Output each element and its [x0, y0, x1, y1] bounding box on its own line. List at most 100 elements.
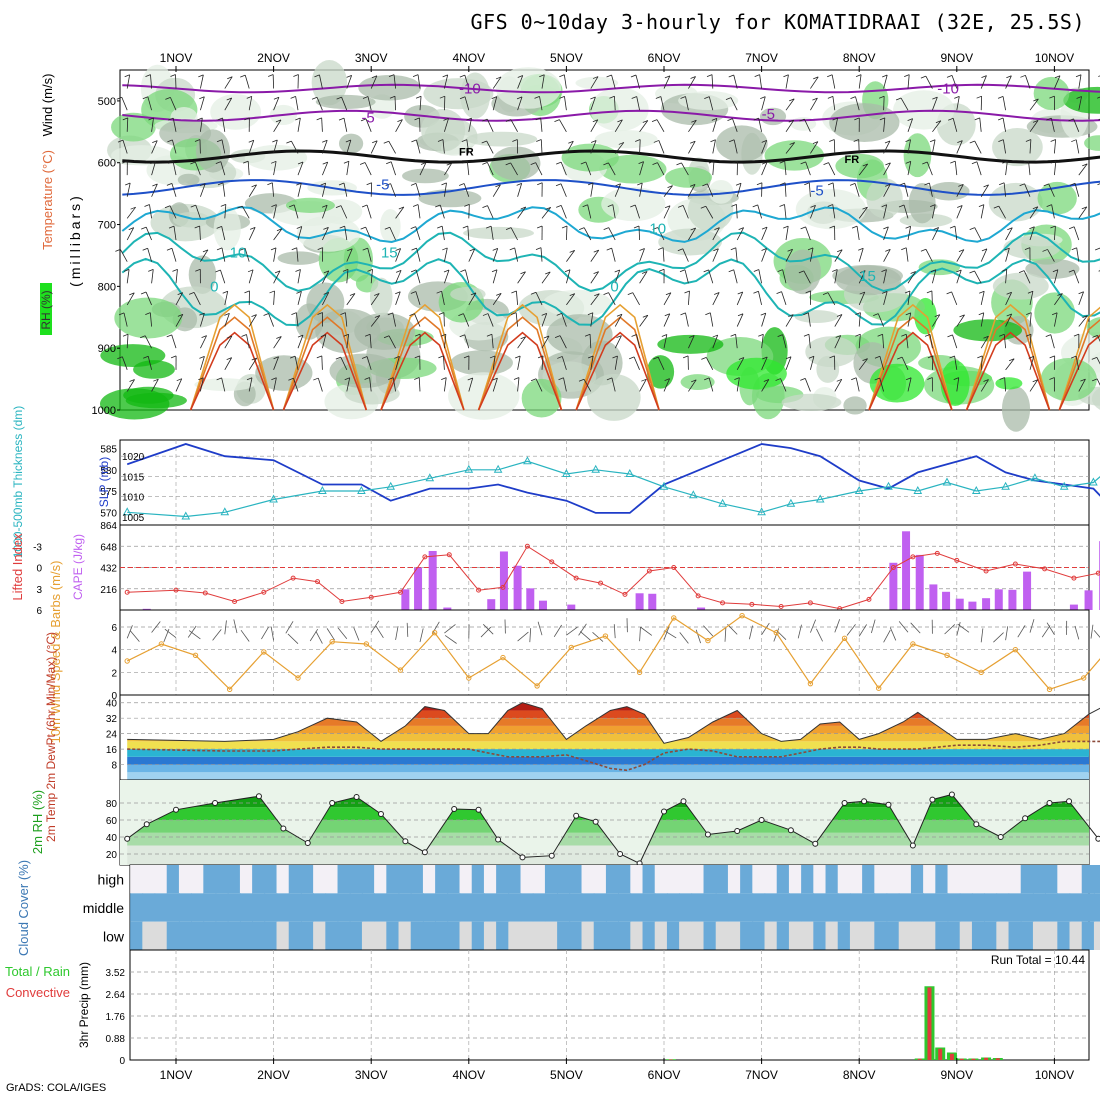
cloud-cell: [691, 921, 705, 950]
wind-barb: [590, 76, 599, 89]
temp-band: [127, 725, 1089, 734]
cape-bar: [1069, 604, 1078, 610]
wind-barb-flag: [123, 269, 130, 272]
li-marker: [807, 600, 813, 606]
wind-barb-flag: [247, 269, 254, 273]
wind-barb-flag: [129, 379, 135, 382]
wind-marker: [671, 615, 677, 621]
cape-bar: [915, 554, 924, 610]
wind-barb: [419, 96, 422, 111]
cloud-cell: [715, 893, 729, 922]
rh-cell: [601, 187, 666, 222]
y-tick-label: 600: [98, 158, 116, 170]
wind-barb: [346, 161, 350, 176]
wind-barb: [736, 204, 738, 219]
wind-barb-flag: [592, 119, 598, 123]
wind-barb: [416, 139, 421, 154]
temp-band: [127, 764, 1089, 773]
y-tick-label: 1000: [92, 405, 116, 417]
wind-barb-flag: [612, 355, 618, 359]
wind-barb-flag: [558, 377, 564, 381]
wind-barb-flag: [616, 335, 622, 339]
wind-barb: [365, 118, 372, 132]
wind-barb-flag: [603, 162, 609, 166]
wind-barb-flag: [822, 292, 829, 296]
slp-tick-label: 1005: [122, 513, 145, 524]
cloud-cell: [569, 893, 583, 922]
wind-barb: [663, 626, 670, 640]
wind-marker: [1012, 646, 1019, 653]
wind-barb-flag: [701, 357, 707, 360]
wind-barb-flag: [729, 139, 735, 143]
cloud-cell: [666, 893, 680, 922]
warm-contour: [282, 331, 368, 411]
wind-barb-flag: [1081, 206, 1087, 210]
wind-barb: [248, 314, 257, 327]
wind-barb: [1096, 357, 1100, 365]
footer-credit: GrADS: COLA/IGES: [6, 1082, 107, 1094]
wind-barb: [736, 377, 740, 392]
wind-barb: [540, 117, 543, 132]
cloud-cell: [776, 893, 790, 922]
wind-barb-flag: [949, 225, 956, 229]
wind-barb: [1028, 161, 1031, 176]
wind-barb: [486, 118, 494, 132]
wind-barb-flag: [628, 356, 635, 360]
wind-barb: [468, 377, 474, 392]
cloud-cell: [252, 865, 266, 894]
wind-barb-flag: [536, 139, 542, 142]
date-label-top: 2NOV: [257, 51, 290, 65]
wind-barb-flag: [148, 117, 154, 121]
wind-barb-flag: [443, 118, 449, 121]
wind-barb: [832, 96, 836, 111]
li-marker: [646, 568, 652, 574]
wind-barb-flag: [458, 313, 464, 316]
wind-barb: [541, 355, 544, 370]
cloud-cell: [837, 893, 851, 922]
wind-barb-flag: [582, 204, 588, 208]
wind-barb: [492, 76, 502, 89]
wind-barb-flag: [459, 334, 465, 338]
wind-barb-flag: [122, 333, 129, 337]
wind-barb-flag: [690, 227, 696, 231]
wind-barb-flag: [1004, 247, 1010, 251]
wind-barb-flag: [296, 226, 302, 229]
wind-barb-flag: [170, 355, 177, 359]
contour-label: -10: [459, 81, 481, 98]
wind-barb-flag: [679, 269, 686, 273]
wind-barb-flag: [631, 334, 637, 337]
wind-barb: [175, 378, 183, 392]
wind-barb-flag: [617, 119, 623, 123]
wind-barb: [703, 625, 714, 637]
wind-barb: [285, 621, 294, 634]
wind-barb-flag: [322, 139, 328, 143]
cloud-cell: [788, 865, 802, 894]
cloud-cell: [264, 865, 278, 894]
contour-label: FR: [459, 146, 474, 158]
wind-barb: [1023, 270, 1031, 284]
wind-frame: [119, 609, 1090, 696]
temperature-contour: [122, 83, 1100, 94]
wind-barb-flag: [217, 182, 224, 186]
rh-marker: [402, 838, 409, 845]
slp-label: SLP (mb): [97, 457, 111, 507]
wind-barb: [708, 269, 714, 284]
wind-barb-flag: [884, 140, 891, 144]
wind-barb: [932, 227, 939, 241]
wind-barb: [782, 269, 787, 284]
wind-barb-flag: [807, 247, 814, 251]
wind-barb: [365, 226, 372, 241]
wind-barb: [442, 139, 445, 154]
wind-barb-flag: [777, 334, 783, 337]
wind-barb: [431, 621, 440, 635]
wind-barb: [149, 204, 152, 219]
cloud-cell: [593, 893, 607, 922]
cloud-cell: [1093, 893, 1100, 922]
rh-tick-label: 20: [106, 850, 118, 861]
wind-barb: [1078, 96, 1082, 111]
wind-barb: [688, 120, 697, 133]
rh-marker: [304, 839, 311, 846]
wind-barb: [784, 204, 787, 219]
rh-cell: [646, 355, 675, 389]
